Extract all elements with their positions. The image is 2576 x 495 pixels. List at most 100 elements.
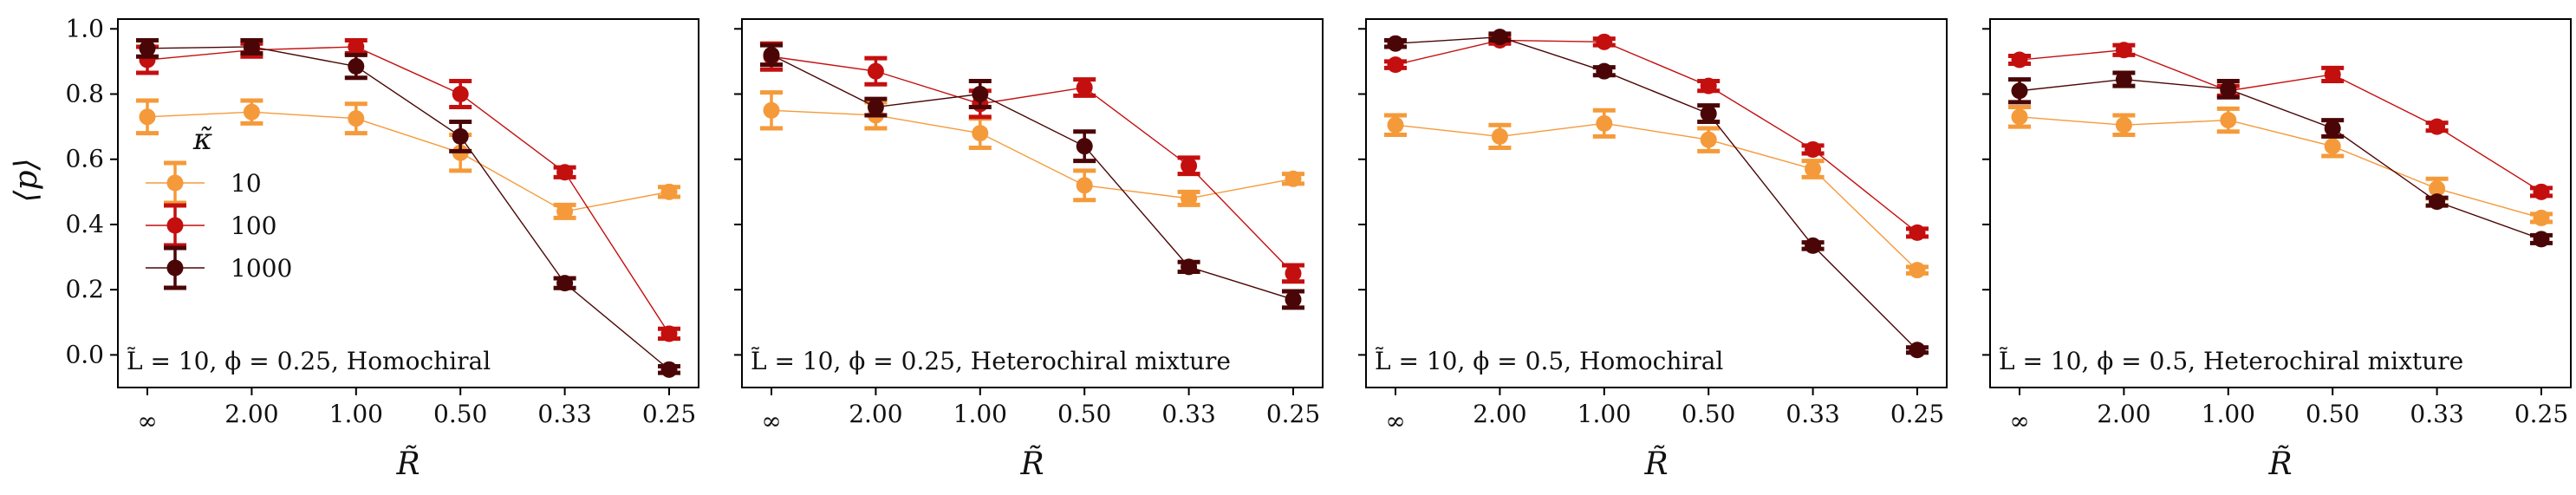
data-point <box>1491 29 1508 46</box>
x-axis-label: R̃ <box>395 446 420 482</box>
x-tick-label: 1.00 <box>329 400 383 428</box>
x-tick-label: 0.33 <box>1786 400 1839 428</box>
series-100 <box>136 37 680 342</box>
data-point <box>1596 62 1613 80</box>
data-point <box>139 108 156 126</box>
data-point <box>348 110 365 127</box>
x-tick-label: 0.50 <box>1682 400 1735 428</box>
data-point <box>2011 51 2028 68</box>
legend-label: 10 <box>231 169 262 198</box>
y-axis-label: ⟨p⟩ <box>9 158 44 202</box>
panel-annotation: L̃ = 10, ϕ = 0.25, Heterochiral mixture <box>751 347 1231 375</box>
data-point <box>1909 342 1926 359</box>
data-point <box>2429 180 2446 198</box>
data-point <box>348 58 365 75</box>
x-tick-label: ∞ <box>1385 407 1405 435</box>
x-tick-label: 0.25 <box>1266 400 1320 428</box>
legend-label: 1000 <box>231 254 292 283</box>
data-point <box>1596 114 1613 132</box>
data-point <box>763 46 780 63</box>
panel-4: ∞ 2.00 1.00 0.50 0.33 0.25 R̃ L̃ = 10, ϕ = 0.5,… <box>1982 18 2572 482</box>
series-line <box>146 111 670 212</box>
data-point <box>1076 79 1093 96</box>
x-tick-label: 2.00 <box>2097 400 2150 428</box>
series-line <box>771 54 1294 301</box>
data-point <box>556 164 574 181</box>
x-tick-label: 0.25 <box>1890 400 1944 428</box>
data-point <box>660 325 678 342</box>
legend-marker <box>166 259 184 277</box>
y-tick-label: 0.8 <box>65 80 104 108</box>
data-point <box>1491 127 1508 145</box>
x-tick-label: 1.00 <box>2202 400 2255 428</box>
data-point <box>2115 42 2132 59</box>
data-point <box>2220 81 2237 98</box>
data-point <box>2011 82 2028 100</box>
data-point <box>2533 183 2550 200</box>
x-tick-label: 2.00 <box>849 400 902 428</box>
data-point <box>1596 33 1613 50</box>
data-point <box>2115 116 2132 134</box>
x-tick-label: 0.25 <box>2514 400 2568 428</box>
data-point <box>2429 193 2446 211</box>
data-point <box>867 62 884 80</box>
text-layer: ⟨p⟩ <box>9 158 44 202</box>
data-point <box>243 103 260 120</box>
data-point <box>1700 105 1717 122</box>
data-point <box>243 38 260 55</box>
series-1000 <box>136 37 680 378</box>
x-tick-label: 0.33 <box>1161 400 1215 428</box>
legend-title: κ̃ <box>192 122 212 157</box>
series-line <box>1395 122 1918 271</box>
data-point <box>2324 138 2341 155</box>
series-10 <box>760 90 1304 207</box>
data-point <box>2220 112 2237 129</box>
data-point <box>660 361 678 378</box>
panel-annotation: L̃ = 10, ϕ = 0.25, Homochiral <box>127 347 491 375</box>
series-line <box>2019 78 2542 240</box>
data-point <box>556 275 574 292</box>
x-tick-label: 1.00 <box>953 400 1007 428</box>
data-point <box>660 183 678 200</box>
series-1000 <box>1384 29 1929 359</box>
series-line <box>1395 39 1918 233</box>
panel-1: 0.0 0.2 0.4 0.6 0.8 1.0 ∞ 2.00 1.00 0.50 0.33 0.25 R… <box>65 14 699 482</box>
x-tick-label: ∞ <box>137 407 157 435</box>
data-point <box>2011 108 2028 126</box>
y-tick-label: 0.2 <box>65 275 104 303</box>
x-tick-label: 0.25 <box>642 400 696 428</box>
data-point <box>1700 77 1717 94</box>
data-point <box>452 127 469 145</box>
x-tick-label: 2.00 <box>1473 400 1526 428</box>
panel-2: ∞ 2.00 1.00 0.50 0.33 0.25 R̃ L̃ = 10, ϕ = 0.25… <box>734 18 1324 482</box>
legend-marker <box>166 174 184 192</box>
x-tick-label: 0.50 <box>2306 400 2359 428</box>
x-tick-label: 1.00 <box>1577 400 1631 428</box>
data-point <box>1181 190 1198 207</box>
data-point <box>1805 237 1822 254</box>
legend-entry-100: 100 <box>146 203 276 248</box>
data-point <box>348 38 365 55</box>
series-line <box>146 46 670 335</box>
data-point <box>1285 264 1302 282</box>
series-line <box>2019 49 2542 192</box>
data-point <box>2429 118 2446 135</box>
data-point <box>867 99 884 116</box>
series-1000 <box>2008 70 2553 248</box>
data-point <box>2324 120 2341 137</box>
data-point <box>1387 35 1404 52</box>
data-point <box>1387 116 1404 134</box>
x-axis-label: R̃ <box>1643 446 1668 482</box>
plot-frame <box>117 18 699 388</box>
series-line <box>146 46 670 370</box>
x-tick-label: 0.50 <box>1057 400 1111 428</box>
data-point <box>1909 262 1926 279</box>
x-tick-label: 0.50 <box>433 400 487 428</box>
series-100 <box>1384 31 1929 241</box>
y-tick-label: 0.6 <box>65 145 104 173</box>
data-point <box>1909 224 1926 241</box>
plot-frame <box>1989 18 2572 388</box>
data-point <box>139 40 156 57</box>
series-line <box>1395 36 1918 351</box>
data-point <box>556 203 574 220</box>
